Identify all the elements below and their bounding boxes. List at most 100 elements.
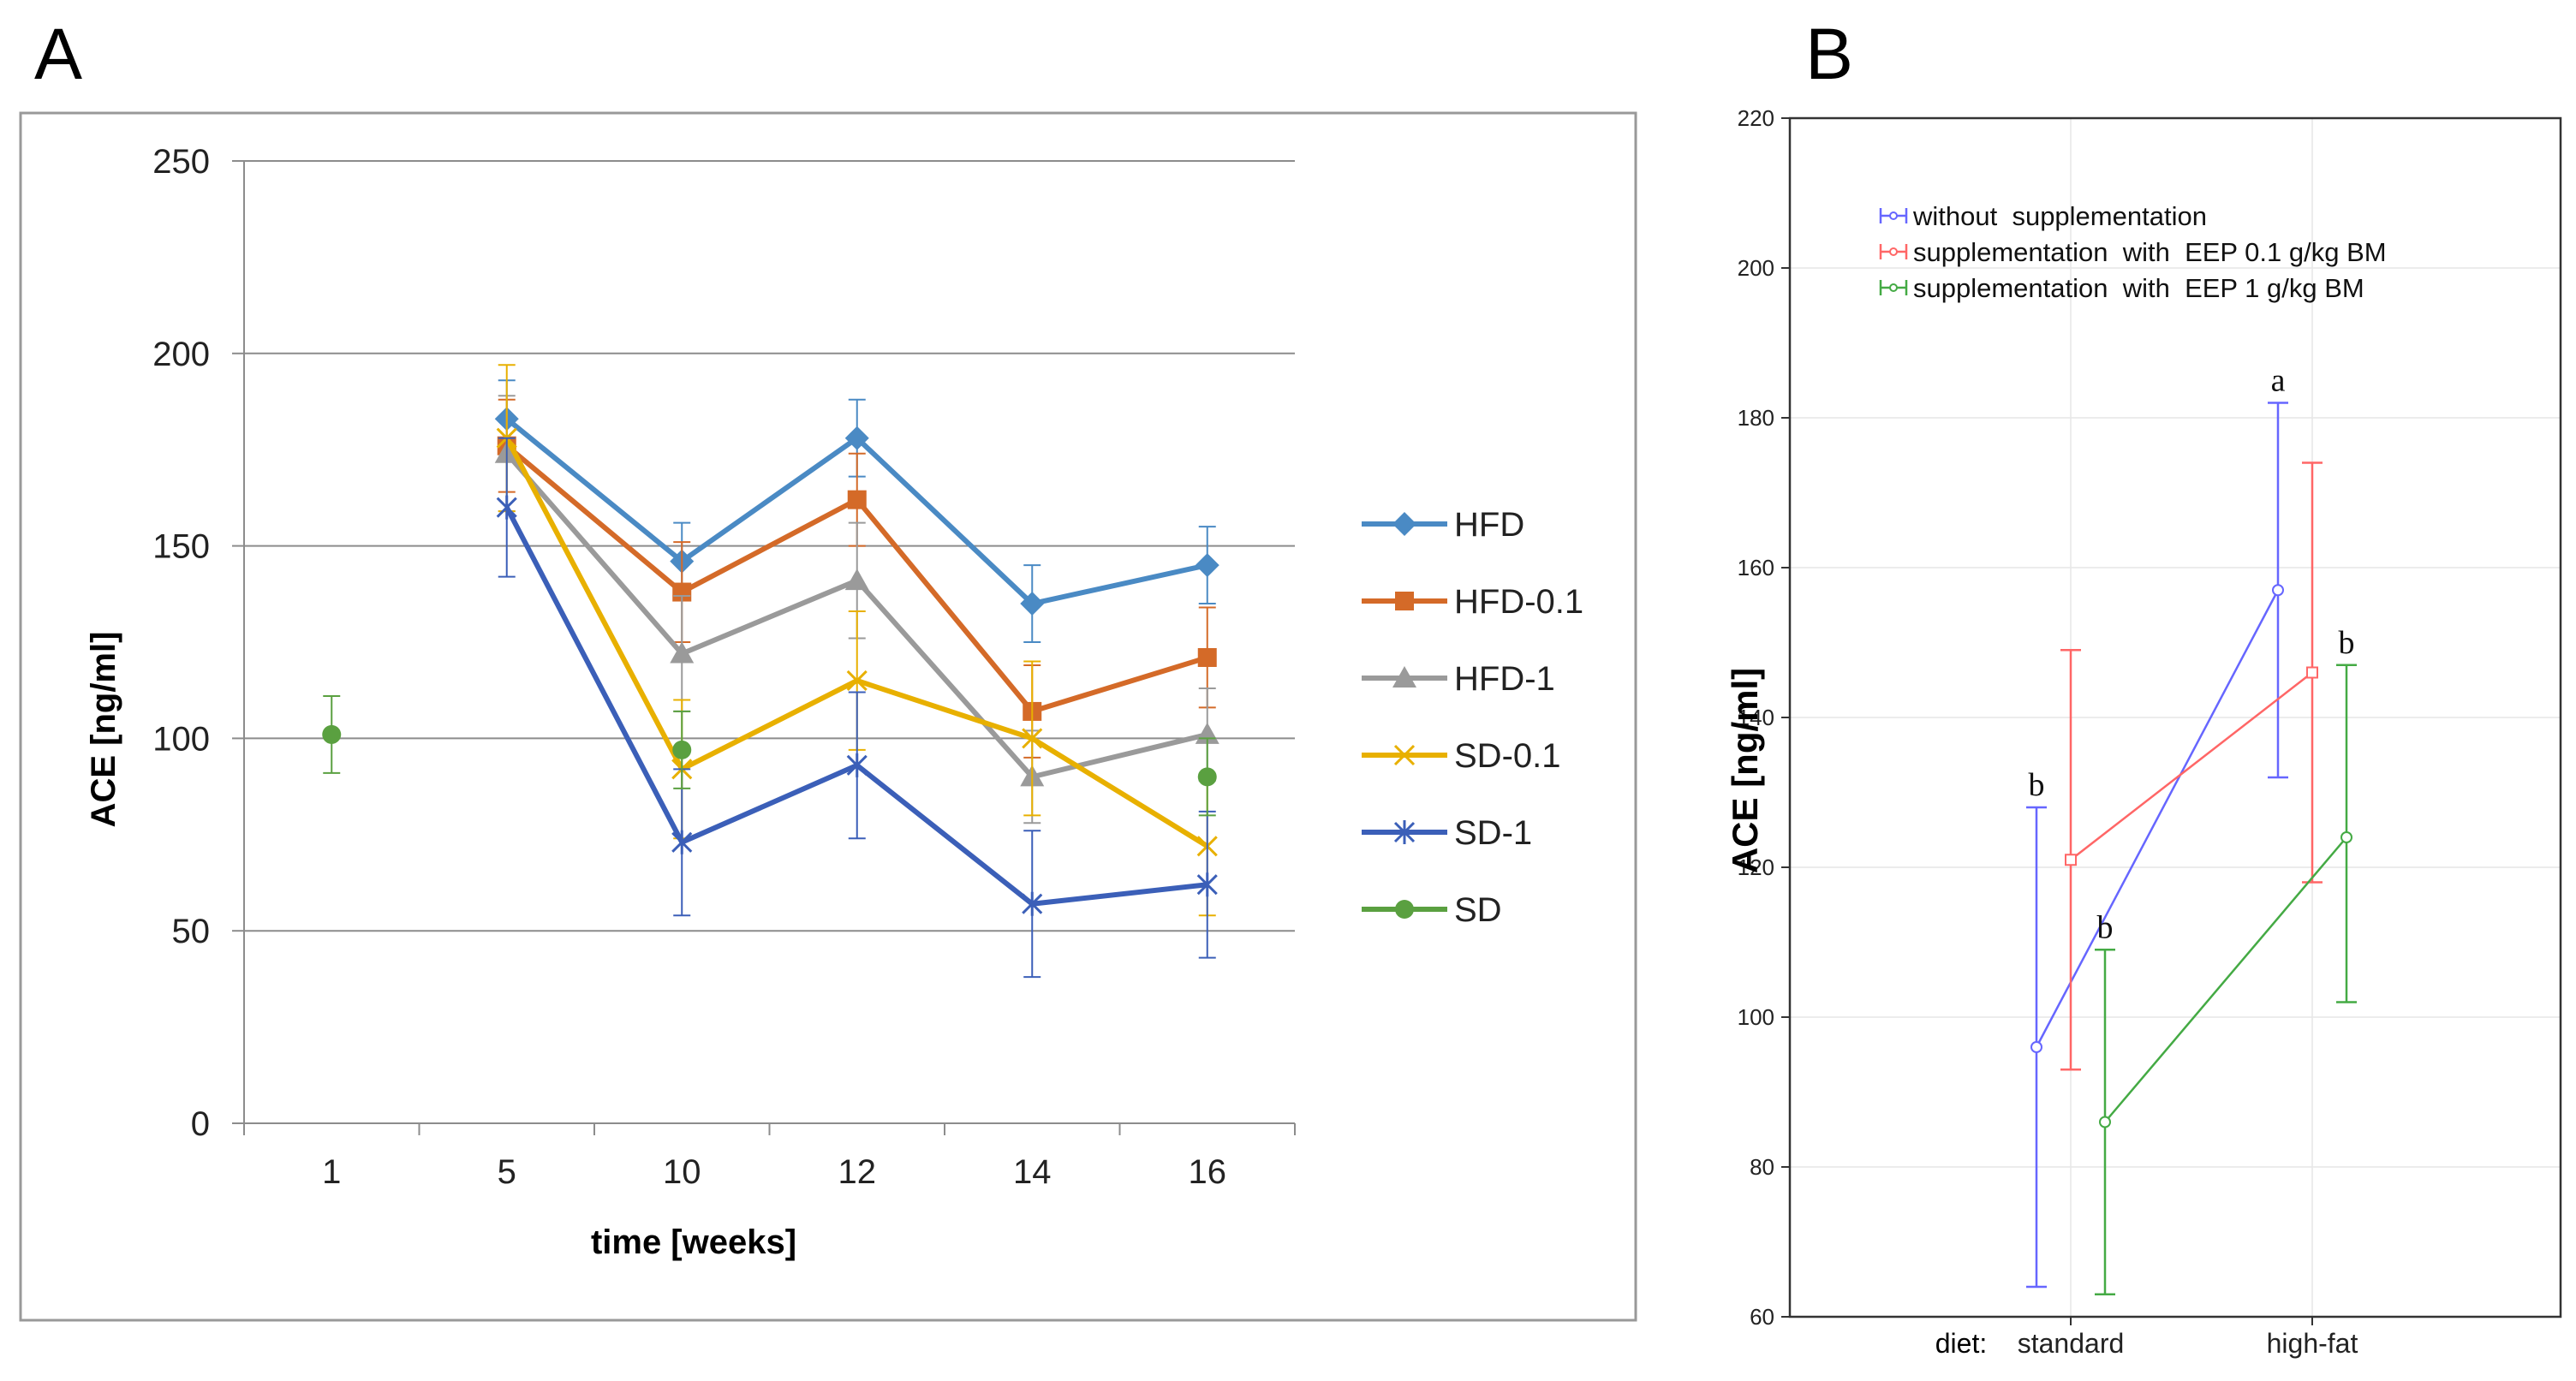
data-point (844, 568, 869, 591)
y-tick-label: 160 (1738, 555, 1774, 580)
series-sd-1 (496, 437, 1218, 979)
data-point (670, 641, 695, 664)
legend-swatch-marker (1393, 744, 1416, 766)
panel-a-series (322, 364, 1219, 979)
legend-item-hfd: HFD (1362, 506, 1524, 544)
x-tick-label: 5 (498, 1153, 516, 1191)
series-supplementation-with-eep-0-1-g-kg-bm (2060, 461, 2323, 1071)
panel-a-y-axis-label: ACE [ng/ml] (85, 632, 122, 828)
data-point (2306, 666, 2318, 679)
data-point (1195, 553, 1219, 578)
legend-label: supplementation with EEP 1 g/kg BM (1913, 273, 2364, 303)
legend-swatch-marker (1392, 666, 1416, 688)
panel-a-axes (232, 160, 1296, 1135)
legend-label: without supplementation (1912, 201, 2207, 231)
data-point (1196, 872, 1218, 897)
legend-swatch-marker (1889, 283, 1898, 292)
panel-b-label: B (1805, 14, 1853, 94)
panel-a-frame (19, 111, 1637, 1322)
panel-a-x-tick-labels: 1 5 10 12 14 16 (322, 1153, 1226, 1191)
x-tick-label: high-fat (2267, 1328, 2358, 1359)
data-point (846, 753, 868, 777)
legend-item-3: supplementation with EEP 1 g/kg BM (1879, 273, 2364, 303)
y-tick-label: 250 (152, 143, 210, 181)
series-line (2104, 836, 2347, 1123)
panel-a-legend: HFD HFD-0.1 HFD-1 SD-0.1 SD-1 SD (1362, 506, 1583, 929)
legend-swatch-marker (1889, 211, 1898, 220)
legend-item-sd-0-1: SD-0.1 (1362, 737, 1561, 775)
plot-frame (1788, 116, 2562, 1318)
series-line (2070, 671, 2313, 861)
data-point (2065, 854, 2077, 866)
x-tick-label: standard (2018, 1328, 2125, 1359)
data-point (672, 740, 692, 759)
x-tick-label: 1 (322, 1153, 341, 1191)
legend-label: HFD (1454, 506, 1524, 544)
data-point (2099, 1116, 2111, 1128)
data-point (1022, 891, 1043, 916)
significance-letter: b (2029, 767, 2045, 803)
data-point (496, 495, 517, 520)
y-tick-label: 60 (1750, 1304, 1774, 1330)
legend-swatch-marker (1395, 592, 1414, 610)
legend-label: SD-1 (1454, 814, 1532, 852)
legend-item-hfd-1: HFD-1 (1362, 660, 1555, 698)
panel-a-label: A (34, 14, 82, 94)
y-tick-label: 100 (1738, 1004, 1774, 1030)
panel-a-y-tick-labels: 0 50 100 150 200 250 (152, 143, 210, 1143)
panel-b-x-tick-labels: standard high-fat (2018, 1328, 2358, 1359)
significance-letter: b (2097, 909, 2114, 945)
data-point (671, 830, 693, 854)
series-sd (322, 694, 1217, 817)
y-tick-label: 80 (1750, 1154, 1774, 1180)
series-supplementation-with-eep-1-g-kg-bm: bb (2095, 625, 2357, 1295)
panel-b-y-tick-labels: 60 80 100 120 140 160 180 200 220 (1738, 105, 1774, 1330)
legend-item-sd: SD (1362, 891, 1502, 929)
data-point (1197, 647, 1217, 667)
y-tick-label: 120 (1738, 854, 1774, 880)
data-point (2340, 831, 2352, 843)
data-point (672, 582, 692, 602)
x-tick-label: 14 (1013, 1153, 1052, 1191)
y-tick-label: 50 (172, 913, 211, 950)
y-tick-label: 150 (152, 528, 210, 566)
data-point (2030, 1041, 2042, 1053)
legend-item-1: without supplementation (1879, 201, 2207, 231)
legend-swatch-marker (1392, 512, 1416, 536)
x-tick-label: 16 (1189, 1153, 1227, 1191)
legend-item-hfd-0-1: HFD-0.1 (1362, 583, 1583, 621)
y-tick-label: 220 (1738, 105, 1774, 131)
panel-b-x-prefix: diet: (1935, 1328, 1987, 1359)
x-tick-label: 10 (663, 1153, 701, 1191)
data-point (1022, 728, 1043, 749)
legend-swatch-marker (1393, 820, 1416, 844)
y-tick-label: 100 (152, 720, 210, 758)
panel-a-x-axis-label: time [weeks] (591, 1223, 796, 1261)
legend-item-sd-1: SD-1 (1362, 814, 1532, 852)
y-tick-label: 200 (152, 336, 210, 373)
y-tick-label: 200 (1738, 255, 1774, 281)
panel-b-y-axis-label: ACE [ng/ml] (1725, 668, 1765, 873)
data-point (844, 426, 869, 450)
significance-letter: b (2339, 625, 2355, 661)
legend-swatch-marker (1889, 247, 1898, 256)
data-point (847, 490, 867, 509)
data-point (322, 724, 342, 744)
y-tick-label: 140 (1738, 705, 1774, 730)
legend-label: HFD-0.1 (1454, 583, 1583, 621)
legend-label: supplementation with EEP 0.1 g/kg BM (1913, 237, 2387, 267)
x-tick-label: 12 (838, 1153, 877, 1191)
legend-label: SD-0.1 (1454, 737, 1561, 775)
data-point (1197, 767, 1217, 787)
data-point (846, 670, 868, 692)
significance-letter: a (2271, 363, 2286, 399)
series-line (2035, 589, 2280, 1048)
y-tick-label: 180 (1738, 405, 1774, 431)
data-point (2272, 584, 2284, 597)
legend-label: HFD-1 (1454, 660, 1555, 698)
panel-b-legend: without supplementation supplementation w… (1879, 201, 2387, 303)
panel-b-axes (1781, 116, 2562, 1325)
data-point (1020, 592, 1045, 616)
